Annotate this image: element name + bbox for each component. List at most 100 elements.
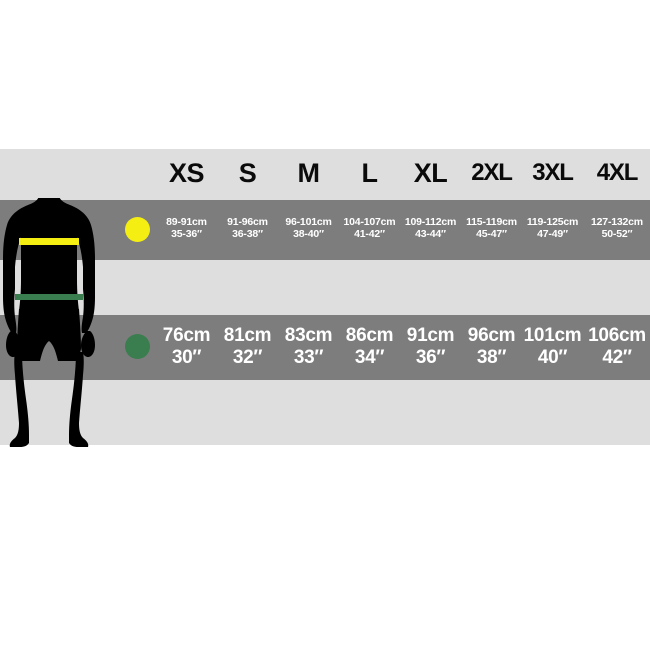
size-header-label: S [238, 158, 257, 189]
waist-value-cm: 76cm [162, 325, 211, 347]
chest-value: 115-119cm 45-47″ [466, 216, 517, 241]
chest-value-cm: 115-119cm [466, 216, 517, 229]
chest-cell-3xl: 119-125cm 47-49″ [523, 200, 582, 258]
waist-cell-s: 81cm 32″ [218, 315, 277, 378]
chest-cell-marker [120, 200, 155, 258]
waist-cell-2xl: 96cm 38″ [462, 315, 521, 378]
size-header-label: 4XL [596, 159, 639, 187]
chest-value-cm: 127-132cm [591, 216, 643, 229]
header-cell-2xl: 2XL [462, 149, 521, 198]
spacer1-cell-4xl [584, 260, 650, 313]
waist-cell-4xl: 106cm 42″ [584, 315, 650, 378]
chest-value-in: 45-47″ [476, 228, 507, 240]
header-cell-marker [120, 149, 155, 198]
chest-value: 96-101cm 38-40″ [285, 216, 332, 241]
spacer2-cell-3xl [523, 380, 582, 443]
waist-value: 81cm 32″ [223, 325, 272, 368]
spacer2-cell-xl [401, 380, 460, 443]
spacer2-cell-4xl [584, 380, 650, 443]
waist-value-cm: 83cm [284, 325, 333, 347]
chest-cell-m: 96-101cm 38-40″ [279, 200, 338, 258]
size-header-label: M [297, 158, 321, 189]
spacer2-cell-s [218, 380, 277, 443]
chest-value-in: 47-49″ [537, 228, 568, 240]
size-chart: XS S M L XL 2XL 3XL 4XL 89-91cm 35-36″ 91… [0, 149, 650, 447]
header-cell-4xl: 4XL [584, 149, 650, 198]
size-header-label: XL [413, 158, 448, 189]
waist-value-in: 34″ [354, 346, 385, 368]
chest-value-cm: 96-101cm [285, 216, 332, 229]
chest-value-in: 35-36″ [171, 228, 202, 240]
waist-value: 96cm 38″ [468, 325, 516, 368]
waist-legend-dot-icon [125, 334, 150, 359]
spacer1-cell-l [340, 260, 399, 313]
chest-value-in: 38-40″ [293, 228, 324, 240]
spacer1-cell-3xl [523, 260, 582, 313]
spacer1-cell-xl [401, 260, 460, 313]
waist-cell-xs: 76cm 30″ [157, 315, 216, 378]
spacer2-cell-xs [157, 380, 216, 443]
waist-value-in: 36″ [415, 346, 446, 368]
size-header-label: 3XL [532, 159, 574, 187]
chest-band [19, 238, 79, 245]
waist-value-in: 32″ [232, 346, 263, 368]
chest-cell-xl: 109-112cm 43-44″ [401, 200, 460, 258]
spacer1-cell-xs [157, 260, 216, 313]
chest-value: 89-91cm 35-36″ [166, 216, 207, 241]
chest-value-in: 50-52″ [601, 228, 633, 240]
chest-legend-dot-icon [125, 216, 150, 242]
waist-value: 83cm 33″ [284, 325, 333, 368]
waist-value: 76cm 30″ [162, 325, 211, 368]
waist-cell-marker [120, 315, 155, 378]
header-cell-l: L [340, 149, 399, 198]
waist-value-cm: 91cm [406, 325, 455, 347]
chest-value: 104-107cm 41-42″ [344, 216, 396, 241]
spacer1-cell-s [218, 260, 277, 313]
waist-band [15, 294, 83, 300]
waist-value-in: 30″ [171, 346, 202, 368]
waist-value: 106cm 42″ [588, 325, 646, 368]
spacer2-cell-marker [120, 380, 155, 443]
chest-cell-xs: 89-91cm 35-36″ [157, 200, 216, 258]
waist-value-cm: 106cm [588, 325, 646, 347]
chest-value-in: 36-38″ [232, 228, 263, 240]
chest-value: 109-112cm 43-44″ [404, 216, 457, 241]
spacer1-cell-marker [120, 260, 155, 313]
header-cell-xs: XS [157, 149, 216, 198]
waist-value-in: 40″ [537, 346, 568, 368]
spacer1-cell-2xl [462, 260, 521, 313]
chest-cell-s: 91-96cm 36-38″ [218, 200, 277, 258]
size-header-label: 2XL [471, 159, 513, 187]
header-cell-3xl: 3XL [523, 149, 582, 198]
size-header-label: XS [168, 158, 205, 189]
chest-value: 91-96cm 36-38″ [227, 216, 268, 241]
chest-value: 127-132cm 50-52″ [591, 216, 643, 241]
header-cell-xl: XL [401, 149, 460, 198]
waist-value-in: 38″ [476, 346, 507, 368]
waist-value-in: 33″ [293, 346, 324, 368]
chest-cell-l: 104-107cm 41-42″ [340, 200, 399, 258]
chest-value-in: 41-42″ [354, 228, 385, 240]
waist-value: 86cm 34″ [345, 325, 394, 368]
waist-value: 91cm 36″ [406, 325, 455, 368]
waist-cell-3xl: 101cm 40″ [523, 315, 582, 378]
waist-value: 101cm 40″ [524, 325, 582, 368]
waist-cell-l: 86cm 34″ [340, 315, 399, 378]
spacer2-cell-2xl [462, 380, 521, 443]
chest-cell-2xl: 115-119cm 45-47″ [462, 200, 521, 258]
chest-cell-4xl: 127-132cm 50-52″ [584, 200, 650, 258]
waist-value-cm: 101cm [523, 325, 582, 347]
waist-value-cm: 86cm [345, 325, 394, 347]
header-cell-m: M [279, 149, 338, 198]
waist-value-cm: 81cm [223, 325, 272, 347]
spacer2-cell-l [340, 380, 399, 443]
size-header-label: L [361, 158, 379, 189]
chest-value-cm: 109-112cm [404, 216, 457, 229]
chest-value-cm: 91-96cm [227, 216, 268, 229]
spacer2-cell-m [279, 380, 338, 443]
waist-cell-xl: 91cm 36″ [401, 315, 460, 378]
header-cell-s: S [218, 149, 277, 198]
chest-value: 119-125cm 47-49″ [527, 216, 579, 241]
header-cell-figure [0, 149, 118, 198]
chest-value-cm: 89-91cm [166, 216, 207, 229]
